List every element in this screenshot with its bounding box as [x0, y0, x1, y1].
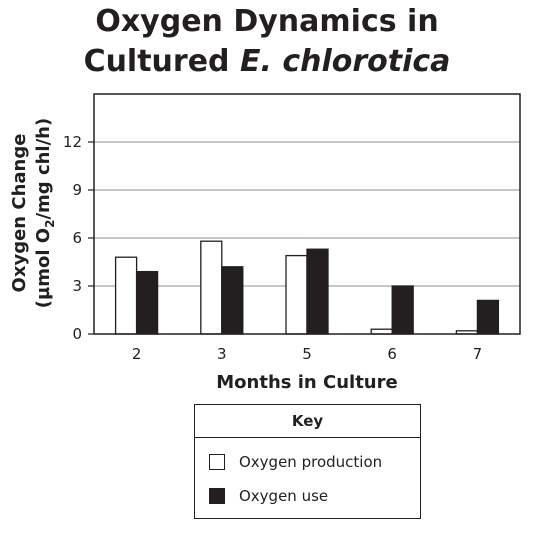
title-prefix: Cultured — [83, 44, 240, 79]
legend-label-use: Oxygen use — [239, 487, 329, 505]
bar-oxygen-use — [476, 299, 500, 335]
legend-item-use: Oxygen use — [209, 486, 328, 506]
bar-oxygen-use — [306, 248, 329, 335]
legend-item-production: Oxygen production — [209, 452, 382, 472]
x-tick-label: 6 — [387, 345, 397, 363]
x-tick-label: 7 — [473, 345, 483, 363]
y-tick-label: 0 — [72, 325, 82, 343]
y-axis-unit-sub: 2 — [43, 220, 57, 228]
legend-swatch-use — [209, 488, 225, 504]
y-tick-label: 12 — [63, 133, 82, 151]
y-tick-label: 3 — [72, 277, 82, 295]
legend-label-production: Oxygen production — [239, 453, 383, 471]
chart-title-line2: Cultured E. chlorotica — [0, 44, 534, 80]
y-axis-unit-post: /mg chl/h) — [33, 118, 54, 220]
tick-labels: 0 3 6 9 12 2 3 5 6 7 — [63, 133, 482, 363]
legend-title: Key — [195, 405, 420, 438]
x-tick-label: 3 — [217, 345, 227, 363]
bar-oxygen-use — [391, 285, 414, 335]
legend: Key Oxygen production Oxygen use — [194, 404, 421, 519]
bars — [114, 240, 500, 335]
legend-swatch-production — [209, 454, 225, 470]
bar-chart: 0 3 6 9 12 2 3 5 6 7 Months in Culture Oxygen Cha… — [9, 93, 521, 393]
gridlines — [94, 141, 520, 287]
x-axis-title: Months in Culture — [216, 372, 397, 393]
bar-oxygen-production — [200, 240, 223, 335]
bar-oxygen-production — [114, 256, 138, 335]
y-axis-unit-pre: (µmol O — [33, 228, 54, 308]
y-axis-title-line1: Oxygen Change — [9, 134, 30, 293]
y-axis-title: Oxygen Change (µmol O2/mg chl/h) — [9, 118, 57, 308]
y-tick-label: 6 — [72, 229, 82, 247]
title-species: E. chlorotica — [239, 44, 451, 79]
bar-oxygen-production — [285, 254, 308, 335]
plot-frame — [93, 93, 521, 335]
chart-title-line1: Oxygen Dynamics in — [95, 4, 439, 39]
y-tick-label: 9 — [72, 181, 82, 199]
x-tick-label: 5 — [302, 345, 312, 363]
bar-oxygen-use — [135, 270, 159, 335]
x-tick-label: 2 — [132, 345, 142, 363]
bar-oxygen-use — [221, 266, 244, 335]
y-axis-title-line2: (µmol O2/mg chl/h) — [33, 118, 57, 308]
